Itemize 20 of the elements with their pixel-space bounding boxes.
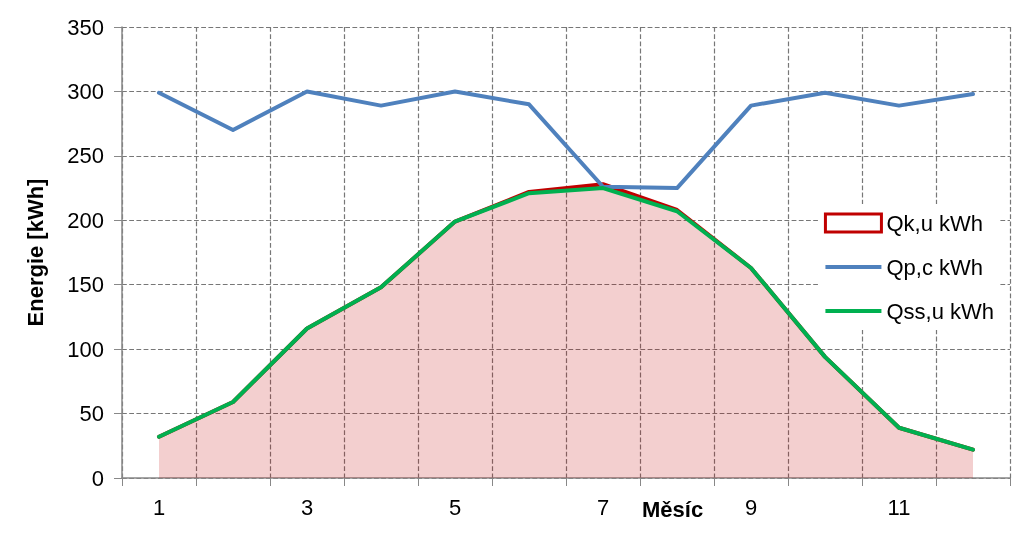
y-tick-label: 250: [67, 143, 104, 169]
x-axis-title: Měsíc: [642, 496, 704, 522]
y-tick-label: 200: [67, 207, 104, 233]
line-series: [157, 89, 975, 191]
legend-label: Qss,u kWh: [886, 298, 995, 324]
x-tick-label: 9: [744, 494, 758, 520]
legend-label: Qk,u kWh: [886, 210, 984, 236]
y-tick-label: 150: [67, 272, 104, 298]
y-tick-label: 100: [67, 336, 104, 362]
x-tick-label: 7: [596, 494, 610, 520]
x-tick-label: 5: [448, 494, 462, 520]
y-tick-label: 350: [67, 14, 104, 40]
y-tick-label: 50: [79, 401, 104, 427]
y-axis-title: Energie [kWh]: [22, 178, 48, 327]
legend-label: Qp,c kWh: [886, 254, 984, 280]
y-tick-label: 300: [67, 78, 104, 104]
x-tick-label: 1: [152, 494, 166, 520]
x-tick-label: 11: [887, 494, 911, 520]
y-tick-label: 0: [91, 465, 104, 491]
x-tick-label: 3: [300, 494, 314, 520]
